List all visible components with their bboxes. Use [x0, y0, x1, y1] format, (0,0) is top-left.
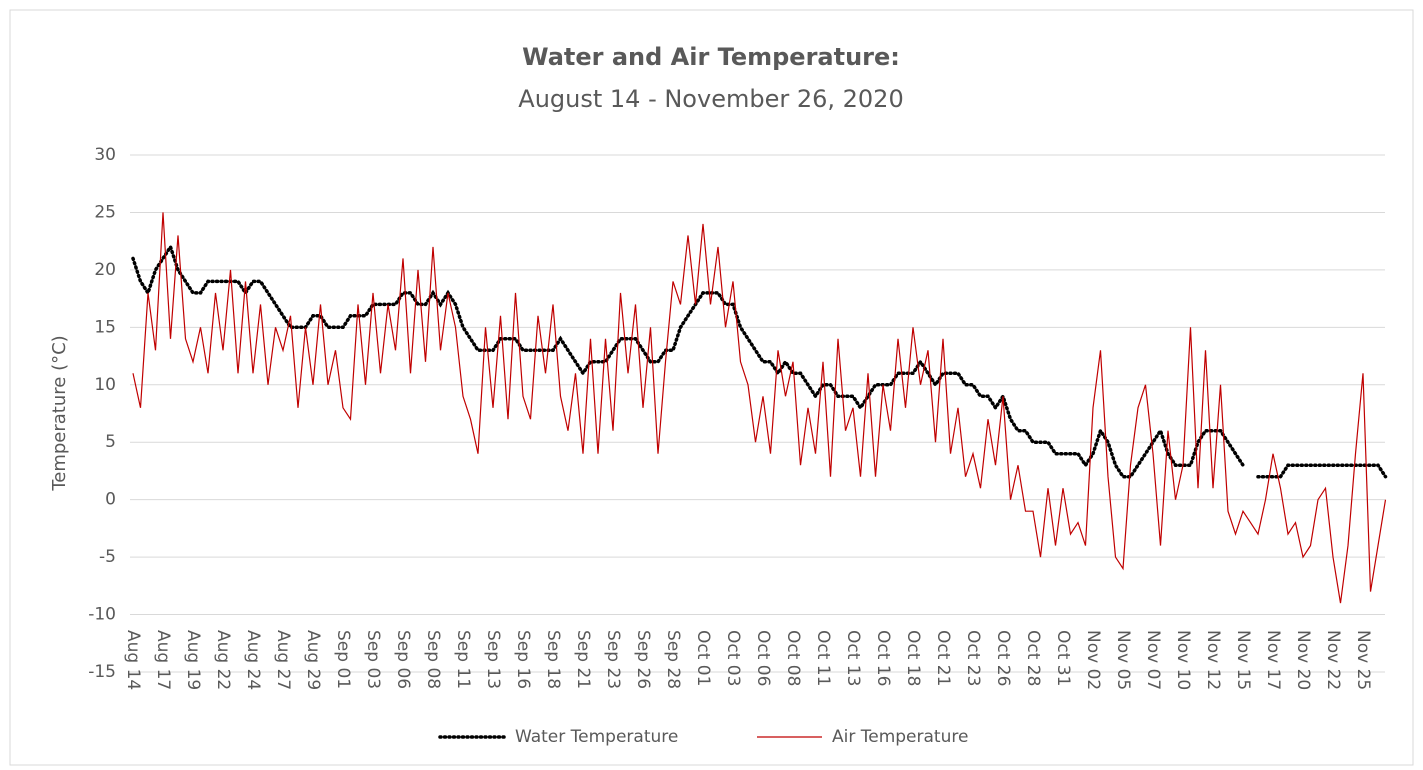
x-tick-label: Nov 15: [1233, 630, 1253, 690]
x-tick-label: Sep 16: [513, 630, 533, 689]
x-tick-label: Oct 28: [1023, 630, 1043, 686]
x-tick-label: Nov 07: [1143, 630, 1163, 690]
water-line: [131, 242, 1388, 479]
x-tick-label: Nov 25: [1353, 630, 1373, 690]
x-tick-label: Sep 03: [363, 630, 383, 689]
y-tick-label: -15: [88, 662, 116, 682]
x-tick-label: Oct 08: [783, 630, 803, 686]
chart-subtitle: August 14 - November 26, 2020: [518, 85, 903, 113]
y-tick-label: 15: [94, 317, 116, 337]
x-tick-label: Sep 01: [333, 630, 353, 689]
x-tick-label: Aug 14: [123, 630, 143, 690]
x-tick-label: Nov 17: [1263, 630, 1283, 690]
x-tick-label: Sep 26: [633, 630, 653, 689]
x-tick-label: Aug 19: [183, 630, 203, 690]
x-tick-label: Aug 27: [273, 630, 293, 690]
x-tick-label: Aug 17: [153, 630, 173, 690]
x-tick-label: Oct 21: [933, 630, 953, 686]
x-tick-label: Oct 31: [1053, 630, 1073, 686]
x-tick-label: Oct 03: [723, 630, 743, 686]
x-tick-label: Nov 10: [1173, 630, 1193, 690]
x-tick-label: Sep 06: [393, 630, 413, 689]
y-tick-label: 0: [105, 490, 116, 510]
x-tick-label: Oct 11: [813, 630, 833, 686]
air-line: [132, 212, 1387, 604]
chart-border: [9, 9, 1414, 766]
y-tick-label: 5: [105, 432, 116, 452]
x-tick-label: Nov 12: [1203, 630, 1223, 690]
x-tick-label: Nov 02: [1083, 630, 1103, 690]
chart-title: Water and Air Temperature:: [522, 43, 900, 71]
x-tick-label: Nov 22: [1323, 630, 1343, 690]
x-tick-label: Sep 21: [573, 630, 593, 689]
x-tick-label: Sep 28: [663, 630, 683, 689]
x-tick-label: Sep 08: [423, 630, 443, 689]
x-tick-label: Oct 18: [903, 630, 923, 686]
y-tick-label: 10: [94, 375, 116, 395]
legend-label: Air Temperature: [832, 727, 968, 747]
x-tick-label: Sep 13: [483, 630, 503, 689]
x-tick-label: Sep 23: [603, 630, 623, 689]
x-tick-label: Oct 16: [873, 630, 893, 686]
x-tick-label: Nov 05: [1113, 630, 1133, 690]
y-tick-label: 25: [94, 202, 116, 222]
x-tick-label: Sep 11: [453, 630, 473, 689]
x-tick-label: Aug 24: [243, 630, 263, 690]
x-tick-label: Nov 20: [1293, 630, 1313, 690]
x-tick-label: Oct 13: [843, 630, 863, 686]
x-tick-label: Oct 23: [963, 630, 983, 686]
y-tick-label: 30: [94, 145, 116, 165]
x-tick-label: Aug 22: [213, 630, 233, 690]
x-tick-label: Oct 26: [993, 630, 1013, 686]
x-tick-label: Sep 18: [543, 630, 563, 689]
x-tick-label: Oct 06: [753, 630, 773, 686]
x-tick-label: Aug 29: [303, 630, 323, 690]
x-tick-label: Oct 01: [693, 630, 713, 686]
y-tick-label: -5: [99, 547, 116, 567]
legend-label: Water Temperature: [515, 727, 678, 747]
y-tick-label: 20: [94, 260, 116, 280]
y-axis-label: Temperature (°C): [49, 335, 70, 491]
y-tick-label: -10: [88, 605, 116, 625]
